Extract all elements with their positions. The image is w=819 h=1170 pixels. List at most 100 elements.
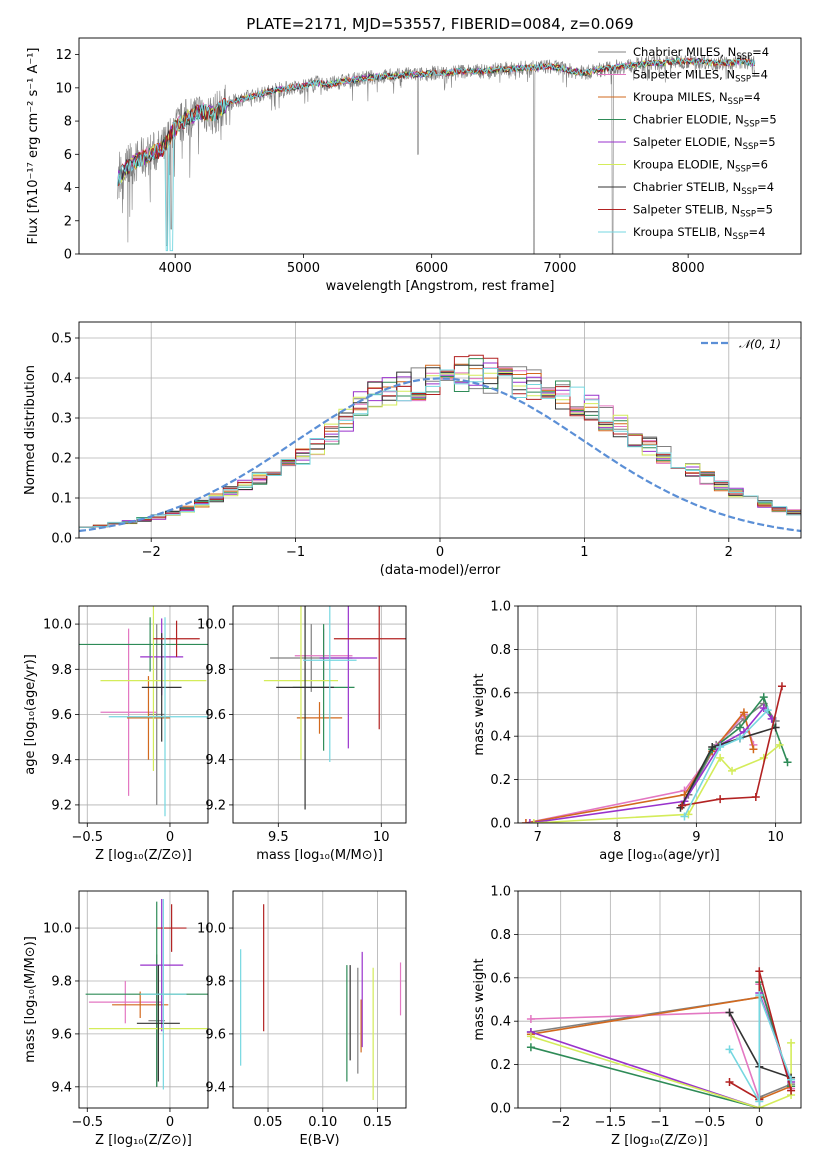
residual-histogram (79, 368, 801, 528)
x-tick-label: 0 (755, 1115, 763, 1130)
y-tick-label: 0.4 (490, 1015, 511, 1030)
mass-weight-marker (728, 766, 737, 775)
x-axis-label: (data-model)/error (380, 563, 501, 578)
x-tick-label: 0.05 (254, 1115, 283, 1130)
x-tick-label: 8000 (672, 261, 705, 276)
x-tick-label: −1 (650, 1115, 669, 1130)
legend-sub: SSP (735, 165, 751, 175)
plot-area (233, 891, 406, 1108)
x-tick-label: −2 (142, 545, 161, 560)
mass-weight-marker (749, 745, 758, 754)
x-tick-label: 2 (725, 545, 733, 560)
y-tick-label: 9.6 (51, 708, 72, 723)
axes-frame (78, 321, 802, 539)
legend-entry: Chabrier STELIB, NSSP=4 (633, 180, 774, 197)
x-tick-label: −0.5 (694, 1115, 726, 1130)
x-tick-label: 0.10 (308, 1115, 337, 1130)
legend-sub: SSP (735, 75, 751, 85)
plot-area (79, 606, 208, 823)
y-tick-label: 0.4 (51, 372, 72, 387)
x-tick-label: −2 (551, 1115, 570, 1130)
legend-entry: Salpeter MILES, NSSP=4 (633, 68, 768, 85)
mass-weight-marker (751, 792, 760, 801)
legend-n: =5 (756, 203, 773, 217)
mass-weight-line (525, 712, 755, 823)
legend-n: =4 (748, 225, 765, 239)
y-tick-label: 1.0 (490, 600, 511, 615)
y-tick-label: 9.8 (51, 974, 72, 989)
mass-weight-line (530, 992, 792, 1108)
mass-weight-marker (525, 819, 534, 823)
y-tick-label: 9.4 (205, 1080, 226, 1095)
mass-weight-line (683, 709, 769, 817)
legend-sub: SSP (741, 187, 757, 197)
y-tick-label: 9.8 (205, 663, 226, 678)
legend-sub: SSP (728, 97, 744, 107)
legend-entry: 𝒩(0, 1) (739, 337, 781, 351)
x-axis-label: E(B-V) (299, 1133, 339, 1148)
mass-weight-marker (783, 758, 792, 767)
panel-mass-vs-Z: −0.5 0 9.4 9.6 9.8 10.0 Z [log₁₀(Z/Z⊙)] mass [l… (23, 890, 209, 1148)
y-tick-label: 10.0 (197, 922, 226, 937)
plot-area (518, 606, 801, 823)
y-tick-label: 0.4 (490, 730, 511, 745)
mass-weight-marker (678, 801, 687, 810)
y-tick-label: 9.6 (51, 1027, 72, 1042)
mass-weight-line (687, 702, 777, 796)
mass-weight-marker (526, 1043, 535, 1052)
mass-weight-marker (725, 1077, 734, 1086)
legend-label: Kroupa STELIB, N (633, 225, 733, 239)
mass-weight-marker (739, 708, 748, 717)
mass-weight-line (729, 971, 792, 1101)
y-tick-label: 0.0 (490, 817, 511, 832)
mass-weight-marker (725, 1045, 734, 1054)
panel-mass-vs-EBV: 0.05 0.10 0.15 9.4 9.6 9.8 10.0 E(B-V) (197, 890, 407, 1148)
y-tick-label: 0.2 (490, 1058, 511, 1073)
y-axis-label: age [log₁₀(age/yr)] (23, 654, 38, 775)
y-tick-label: 9.8 (205, 974, 226, 989)
legend-n: =6 (751, 158, 768, 172)
mass-weight-marker (716, 795, 725, 804)
y-tick-label: 1.0 (490, 885, 511, 900)
x-tick-label: 5000 (287, 261, 320, 276)
legend-label: Chabrier MILES, N (633, 45, 736, 59)
legend-n: =4 (752, 45, 769, 59)
legend-n: =4 (751, 68, 768, 82)
y-tick-label: 8 (64, 115, 72, 130)
panel-massweight-vs-age: 7 8 9 10 0.0 0.2 0.4 0.6 0.8 1.0 age [log₁₀(age/yr… (472, 600, 802, 863)
legend-n: =5 (760, 113, 777, 127)
y-axis-label: Normed distribution (23, 365, 38, 495)
y-axis-label: mass [log₁₀(M/M⊙)] (23, 936, 38, 1063)
y-tick-label: 9.2 (51, 798, 72, 813)
figure-title: PLATE=2171, MJD=53557, FIBERID=0084, z=0… (246, 15, 633, 33)
plot-area (233, 606, 406, 823)
mass-weight-marker (725, 1008, 734, 1017)
mass-weight-marker (787, 1075, 796, 1084)
axes-frame (78, 605, 209, 824)
axes-frame (78, 890, 209, 1109)
legend-label: Chabrier ELODIE, N (633, 113, 744, 127)
x-tick-label: 1 (580, 545, 588, 560)
legend-sub: SSP (733, 232, 749, 242)
legend-sub: SSP (743, 142, 759, 152)
x-tick-label: 8 (613, 830, 621, 845)
mass-weight-marker (763, 706, 772, 715)
mass-weight-marker (708, 743, 717, 752)
mass-weight-marker (526, 1032, 535, 1041)
x-axis-label: Z [log₁₀(Z/Z⊙)] (611, 1133, 708, 1148)
x-tick-label: 9.5 (268, 830, 289, 845)
y-tick-label: 9.6 (205, 1027, 226, 1042)
legend-n: =4 (743, 90, 760, 104)
mass-weight-marker (521, 819, 530, 823)
mass-weight-marker (680, 812, 689, 821)
panel-spectrum: 4000 5000 6000 7000 8000 0 2 4 6 8 10 12 wavelength … (26, 37, 802, 294)
plot-area (79, 322, 801, 538)
x-tick-label: −0.5 (71, 1115, 103, 1130)
y-tick-label: 9.2 (205, 798, 226, 813)
mass-weight-line (533, 744, 781, 823)
x-tick-label: 9 (692, 830, 700, 845)
axes-frame (232, 890, 407, 1109)
legend-label: Chabrier STELIB, N (633, 180, 741, 194)
legend-sub: SSP (744, 120, 760, 130)
gaussian-curve (79, 377, 801, 533)
